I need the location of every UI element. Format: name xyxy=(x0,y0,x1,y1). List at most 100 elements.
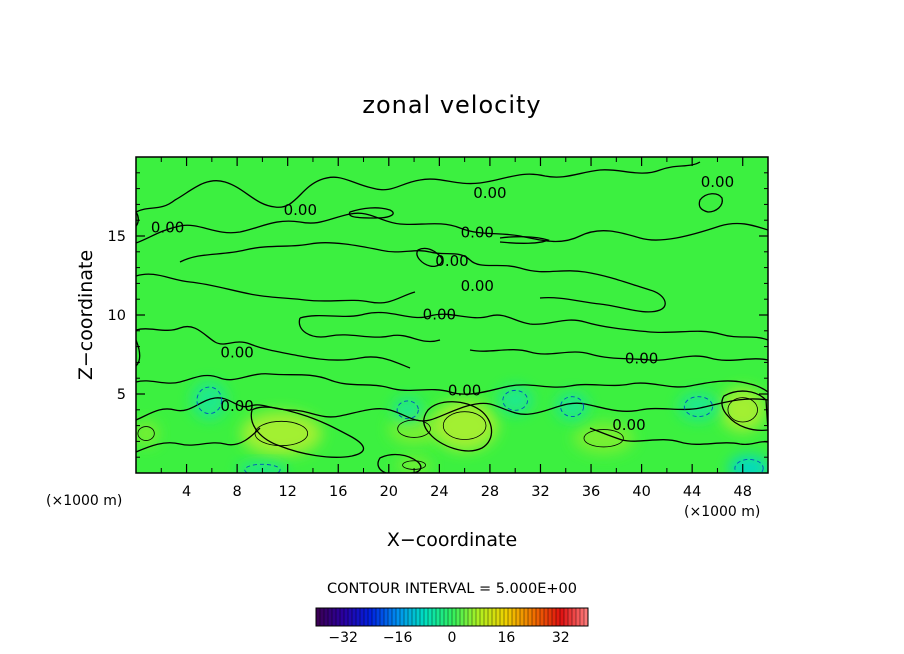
colorbar-swatch xyxy=(559,607,565,627)
x-tick-label: 8 xyxy=(233,484,242,500)
colorbar-tick-label: −32 xyxy=(328,630,358,646)
colorbar-swatch xyxy=(491,607,497,627)
colorbar-swatch xyxy=(431,607,437,627)
colorbar-swatch xyxy=(459,607,465,627)
contour-line xyxy=(136,161,701,213)
colorbar-swatch xyxy=(419,607,425,627)
contour-label: 0.00 xyxy=(435,252,468,270)
colorbar-swatch xyxy=(439,607,445,627)
x-tick-label: 36 xyxy=(582,484,600,500)
x-unit-right: (×1000 m) xyxy=(684,504,760,520)
x-tick-label: 28 xyxy=(481,484,499,500)
colorbar-swatch xyxy=(355,607,361,627)
colorbar-swatch xyxy=(567,607,573,627)
x-axis-label: X−coordinate xyxy=(387,529,517,551)
colorbar-swatch xyxy=(359,607,365,627)
colorbar-swatch xyxy=(391,607,397,627)
colorbar-swatch xyxy=(471,607,477,627)
plot-area: 0.00 0.00 0.00 0.00 0.00 0.00 0.00 0.00 0.00 0.00… xyxy=(108,156,769,500)
positive-contour xyxy=(442,411,487,440)
x-tick-label: 20 xyxy=(380,484,398,500)
x-tick-label: 4 xyxy=(182,484,191,500)
colorbar-swatch xyxy=(523,607,529,627)
colorbar-swatch xyxy=(339,607,345,627)
y-axis-label: Z−coordinate xyxy=(75,250,97,380)
contour-label: 0.00 xyxy=(612,416,645,434)
x-tick-label: 40 xyxy=(632,484,650,500)
contour-line xyxy=(423,401,493,452)
colorbar-swatch xyxy=(539,607,545,627)
positive-region xyxy=(240,411,322,456)
x-tick-label: 44 xyxy=(683,484,701,500)
colorbar-swatch xyxy=(327,607,333,627)
colorbar-swatch xyxy=(315,607,321,627)
x-tick-label: 48 xyxy=(733,484,751,500)
colorbar-swatch xyxy=(535,607,541,627)
colorbar-swatch xyxy=(435,607,441,627)
positive-contour xyxy=(583,429,624,448)
colorbar-swatch xyxy=(515,607,521,627)
colorbar-swatch xyxy=(575,607,581,627)
contour-label-layer: 0.00 0.00 0.00 0.00 0.00 0.00 0.00 0.00 0.00 0.00… xyxy=(151,173,734,434)
contour-line xyxy=(721,390,768,432)
positive-region xyxy=(396,457,432,473)
y-axis: 5 10 15 xyxy=(108,172,768,458)
negative-contour xyxy=(196,386,223,415)
colorbar-swatch xyxy=(411,607,417,627)
negative-region xyxy=(728,455,768,473)
colorbar-swatch xyxy=(511,607,517,627)
colorbar-swatch xyxy=(507,607,513,627)
colorbar-swatch xyxy=(571,607,577,627)
contour-label: 0.00 xyxy=(448,381,481,399)
contour-label: 0.00 xyxy=(461,223,494,241)
colorbar-swatch xyxy=(371,607,377,627)
contour-line xyxy=(298,317,441,343)
contour-line xyxy=(136,325,411,369)
contour-line xyxy=(499,236,550,244)
colorbar-tick-label: 16 xyxy=(497,630,515,646)
contour-line xyxy=(250,406,365,458)
y-tick-label: 10 xyxy=(108,308,126,324)
contour-label: 0.00 xyxy=(220,397,253,415)
contour-line xyxy=(136,273,416,304)
colorbar-swatch xyxy=(503,607,509,627)
x-unit-left: (×1000 m) xyxy=(46,493,122,509)
colorbar-swatch xyxy=(543,607,549,627)
colorbar-swatch xyxy=(375,607,381,627)
colorbar-tick-label: 0 xyxy=(448,630,457,646)
colorbar-swatch xyxy=(395,607,401,627)
colorbar-swatch xyxy=(479,607,485,627)
y-tick-label: 5 xyxy=(117,387,126,403)
colorbar-swatch xyxy=(495,607,501,627)
contour-interval-text: CONTOUR INTERVAL = 5.000E+00 xyxy=(327,581,577,597)
contour-line xyxy=(136,397,768,422)
colorbar-swatch xyxy=(563,607,569,627)
contour-line xyxy=(136,373,768,395)
colorbar-swatch xyxy=(487,607,493,627)
colorbar: −32 −16 0 16 32 xyxy=(315,607,589,646)
colorbar-tick-label: 32 xyxy=(552,630,570,646)
colorbar-swatch xyxy=(363,607,369,627)
x-tick-label: 16 xyxy=(329,484,347,500)
colorbar-swatch xyxy=(383,607,389,627)
contour-line xyxy=(469,349,768,361)
colorbar-swatch xyxy=(499,607,505,627)
x-axis: 4 8 12 16 20 24 28 32 36 40 44 48 xyxy=(160,157,752,500)
colorbar-swatch xyxy=(379,607,385,627)
positive-contour xyxy=(254,420,309,447)
contour-label: 0.00 xyxy=(220,343,253,361)
contour-label: 0.00 xyxy=(284,201,317,219)
positive-contour xyxy=(137,426,155,441)
contour-line xyxy=(136,212,768,244)
colorbar-swatch xyxy=(387,607,393,627)
y-tick-label: 15 xyxy=(108,229,126,245)
colorbar-swatch xyxy=(399,607,405,627)
positive-contour xyxy=(397,419,431,438)
negative-region xyxy=(237,461,288,473)
contour-label: 0.00 xyxy=(473,184,506,202)
colorbar-swatch xyxy=(555,607,561,627)
colorbar-swatch xyxy=(451,607,457,627)
positive-contour xyxy=(727,397,758,423)
colorbar-swatch xyxy=(415,607,421,627)
